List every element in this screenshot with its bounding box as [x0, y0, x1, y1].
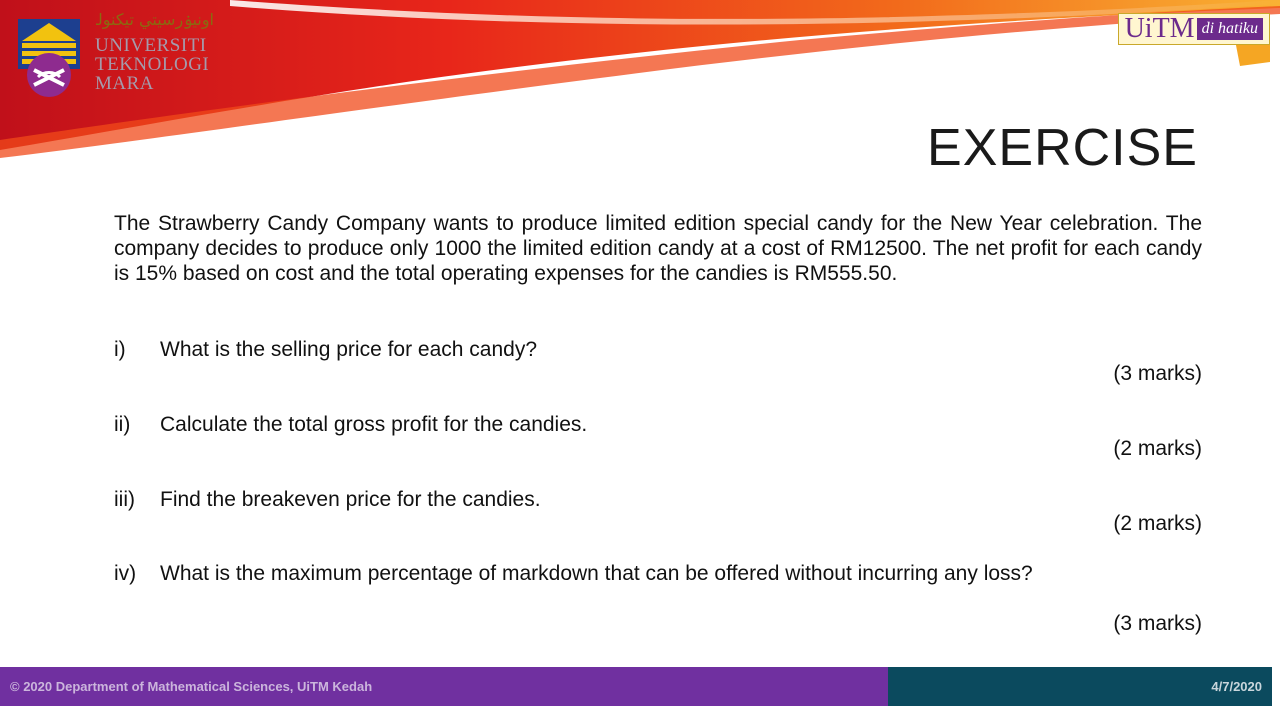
- question-marks: (3 marks): [1113, 612, 1202, 635]
- university-jawi-name: اونيۏرسيتي تيکنولوݢي مارا: [96, 10, 214, 29]
- footer-copyright: © 2020 Department of Mathematical Scienc…: [0, 667, 888, 706]
- exercise-intro: The Strawberry Candy Company wants to pr…: [114, 212, 1202, 285]
- question-text: What is the maximum percentage of markdo…: [160, 562, 1033, 585]
- brand-sub-text: di hatiku: [1196, 18, 1263, 40]
- question-item: iii) Find the breakeven price for the ca…: [114, 487, 1202, 537]
- question-item: ii) Calculate the total gross profit for…: [114, 412, 1202, 462]
- university-name: UNIVERSITI TEKNOLOGI MARA: [95, 35, 210, 94]
- question-text: Calculate the total gross profit for the…: [160, 413, 588, 436]
- question-text: Find the breakeven price for the candies…: [160, 488, 541, 511]
- question-marks: (2 marks): [1113, 437, 1202, 460]
- brand-main-text: UiTM: [1124, 13, 1195, 44]
- question-number: i): [114, 338, 126, 361]
- question-marks: (2 marks): [1113, 512, 1202, 535]
- footer-date: 4/7/2020: [888, 667, 1272, 706]
- question-marks: (3 marks): [1113, 362, 1202, 385]
- uitm-emblem-icon: [18, 19, 80, 97]
- question-text: What is the selling price for each candy…: [160, 338, 538, 361]
- question-number: ii): [114, 413, 131, 436]
- slide-title: EXERCISE: [927, 119, 1198, 177]
- uitm-di-hatiku-badge: UiTM di hatiku: [1117, 13, 1270, 45]
- question-item: iv) What is the maximum percentage of ma…: [114, 561, 1202, 636]
- question-number: iii): [114, 488, 135, 511]
- question-number: iv): [114, 562, 137, 585]
- question-item: i) What is the selling price for each ca…: [114, 337, 1202, 387]
